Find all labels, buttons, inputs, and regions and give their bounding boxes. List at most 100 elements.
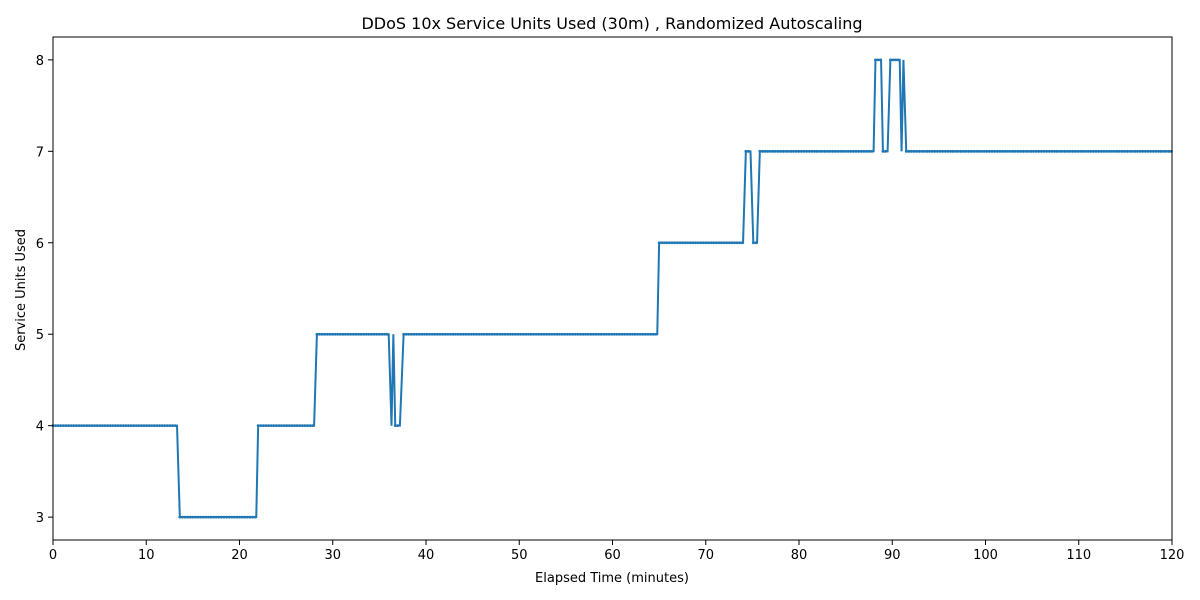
data-point (936, 149, 939, 153)
data-point (441, 332, 445, 336)
data-point (519, 332, 523, 336)
data-point (725, 241, 729, 245)
data-point (1138, 149, 1142, 153)
data-point (964, 149, 968, 153)
data-point (306, 424, 309, 428)
data-point (995, 149, 999, 153)
data-point (977, 149, 981, 153)
y-tick-label: 3 (36, 511, 44, 526)
data-point (542, 332, 546, 336)
data-point (101, 424, 104, 428)
data-point (646, 332, 650, 336)
x-tick-label: 110 (1066, 548, 1091, 563)
data-point (328, 332, 332, 336)
data-point (579, 332, 582, 336)
data-point (464, 332, 468, 336)
data-point (467, 332, 471, 336)
x-tick-label: 20 (231, 548, 248, 563)
data-point (153, 424, 156, 428)
data-point (558, 332, 562, 336)
data-point (1125, 149, 1129, 153)
data-point (77, 424, 81, 428)
data-point (417, 332, 421, 336)
data-point (359, 332, 363, 336)
data-point (1149, 149, 1153, 153)
data-point (573, 332, 577, 336)
data-point (357, 332, 360, 336)
data-point (599, 332, 603, 336)
data-point (475, 332, 478, 336)
data-point (425, 332, 429, 336)
data-point (449, 332, 452, 336)
data-point (1060, 149, 1064, 153)
data-point (584, 332, 588, 336)
chart-title: DDoS 10x Service Units Used (30m) , Rand… (361, 14, 862, 33)
data-point (402, 332, 406, 336)
data-point (1029, 149, 1033, 153)
data-point (1159, 149, 1163, 153)
data-point (1068, 149, 1072, 153)
data-point (488, 332, 491, 336)
data-point (623, 332, 627, 336)
data-point (246, 515, 249, 519)
data-point (56, 424, 60, 428)
data-point (1053, 149, 1056, 153)
data-point (1099, 149, 1103, 153)
data-point (1162, 149, 1166, 153)
data-point (320, 332, 324, 336)
data-point (485, 332, 489, 336)
data-point (930, 149, 934, 153)
data-point (776, 149, 780, 153)
data-point (563, 332, 567, 336)
data-point (789, 149, 793, 153)
data-point (415, 332, 419, 336)
data-point (1016, 149, 1020, 153)
data-point (1154, 149, 1158, 153)
data-point (534, 332, 538, 336)
data-point (628, 332, 632, 336)
data-point (59, 424, 63, 428)
data-point (1079, 149, 1082, 153)
data-point (1008, 149, 1012, 153)
data-point (132, 424, 136, 428)
data-point (222, 515, 226, 519)
data-point (810, 149, 814, 153)
data-point (688, 241, 692, 245)
data-point (707, 241, 710, 245)
data-point (303, 424, 307, 428)
x-axis: 0 10 20 30 40 50 60 70 80 90 100 110 120 (49, 540, 1184, 563)
data-point (183, 515, 187, 519)
data-point (207, 515, 210, 519)
data-point (325, 332, 329, 336)
data-point (1047, 149, 1051, 153)
data-point (560, 332, 564, 336)
data-point (717, 241, 721, 245)
data-point (761, 149, 764, 153)
data-point (657, 241, 661, 245)
data-point (114, 424, 117, 428)
data-point (813, 149, 816, 153)
data-point (694, 241, 697, 245)
data-point (233, 515, 236, 519)
data-point (186, 515, 190, 519)
data-point (1045, 149, 1049, 153)
data-point (524, 332, 528, 336)
data-point (612, 332, 616, 336)
data-point (831, 149, 835, 153)
data-point (691, 241, 695, 245)
data-point (805, 149, 809, 153)
data-point (1019, 149, 1023, 153)
data-point (774, 149, 777, 153)
data-point (839, 149, 842, 153)
data-point (336, 332, 340, 336)
data-point (377, 332, 381, 336)
data-point (72, 424, 76, 428)
data-point (576, 332, 580, 336)
data-point (217, 515, 221, 519)
data-point (1058, 149, 1062, 153)
data-point (1167, 149, 1171, 153)
data-point (511, 332, 515, 336)
data-point (607, 332, 611, 336)
x-tick-label: 70 (697, 548, 714, 563)
data-point (134, 424, 138, 428)
